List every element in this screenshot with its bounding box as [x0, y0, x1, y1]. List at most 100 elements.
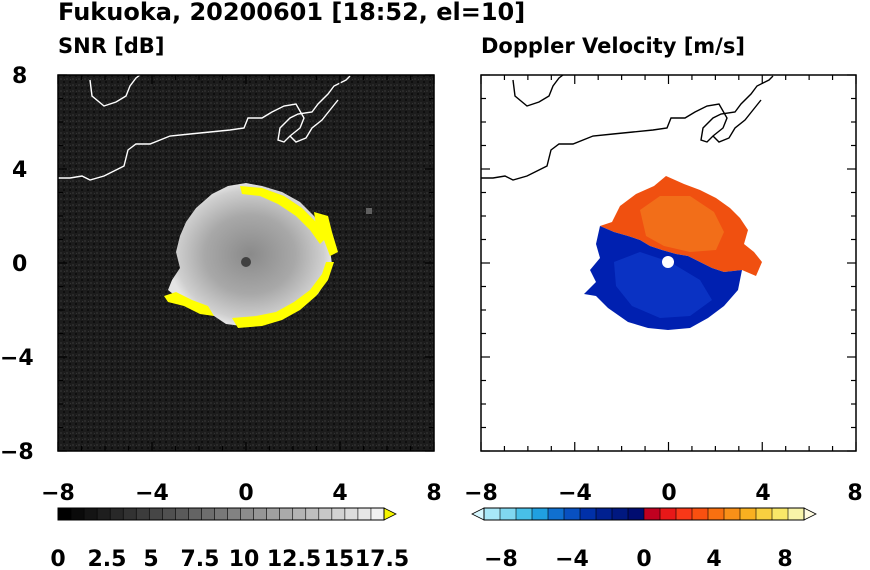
doppler-colorbar-tick-labels: −8 −4 0 4 8	[484, 547, 793, 570]
snr-colorbar-segment	[135, 507, 150, 521]
doppler-colorbar-segment	[707, 507, 725, 521]
snr-colorbar	[57, 507, 397, 521]
snr-panel	[57, 74, 435, 452]
snr-colorbar-segment	[83, 507, 98, 521]
snr-ytick-labels: 8 4 0 −4 −8	[0, 64, 34, 465]
snr-cb-tick-label: 15	[324, 547, 355, 570]
snr-colorbar-segment	[344, 507, 359, 521]
snr-colorbar-segment	[148, 507, 163, 521]
snr-cb-tick-label: 10	[229, 547, 260, 570]
snr-colorbar-segment	[266, 507, 281, 521]
doppler-receding-core	[640, 196, 724, 252]
snr-xtick-label: −8	[41, 481, 75, 506]
snr-cb-tick-label: 2.5	[88, 547, 127, 570]
snr-colorbar-segment	[57, 507, 72, 521]
snr-xtick-label: −4	[135, 481, 169, 506]
doppler-cb-tick-label: 8	[777, 547, 792, 570]
doppler-cb-tick-label: 4	[706, 547, 721, 570]
doppler-colorbar-segment	[579, 507, 597, 521]
doppler-colorbar-segment	[643, 507, 661, 521]
snr-colorbar-segment	[109, 507, 124, 521]
doppler-cb-tick-label: −8	[484, 547, 518, 570]
snr-saturated-ring-southeast	[232, 262, 334, 328]
snr-colorbar-segment	[318, 507, 333, 521]
snr-ytick-label: −8	[0, 440, 34, 465]
snr-saturated-ring-southwest	[164, 292, 214, 316]
doppler-xtick-labels: −8 −4 0 4 8	[464, 481, 863, 506]
snr-saturated-ring-north	[240, 186, 326, 244]
doppler-colorbar-segment	[531, 507, 549, 521]
doppler-colorbar-segment	[659, 507, 677, 521]
doppler-colorbar-segment	[627, 507, 645, 521]
snr-cb-tick-label: 5	[143, 547, 158, 570]
doppler-colorbar-segment	[739, 507, 757, 521]
doppler-xtick-label: −4	[558, 481, 592, 506]
doppler-xtick-label: 8	[847, 481, 862, 506]
snr-coastline	[58, 75, 351, 181]
doppler-colorbar-segment	[691, 507, 709, 521]
snr-cb-tick-label: 0	[50, 547, 65, 570]
doppler-colorbar-segment	[483, 507, 501, 521]
snr-echo-region	[168, 183, 332, 326]
snr-colorbar-segment	[357, 507, 372, 521]
snr-colorbar-segment	[214, 507, 229, 521]
snr-colorbar-segment	[162, 507, 176, 521]
snr-echo-field	[58, 75, 372, 328]
snr-colorbar-segment	[175, 507, 190, 521]
snr-colorbar-over-extension	[383, 507, 397, 521]
snr-colorbar-tick-labels: 0 2.5 5 7.5 10 12.5 15 17.5	[50, 547, 409, 570]
doppler-colorbar-segment	[787, 507, 805, 521]
snr-colorbar-segment	[240, 507, 255, 521]
snr-ytick-label: 8	[12, 64, 27, 89]
snr-isolated-echo	[366, 208, 372, 214]
doppler-radar-site	[662, 256, 674, 268]
snr-ytick-label: 4	[12, 158, 27, 183]
snr-colorbar-segment	[188, 507, 203, 521]
doppler-colorbar-segment	[499, 507, 517, 521]
doppler-axis-ticks	[480, 74, 857, 452]
doppler-colorbar-segment	[723, 507, 741, 521]
snr-colorbar-segment	[201, 507, 216, 521]
doppler-colorbar	[471, 507, 817, 521]
snr-colorbar-segment	[279, 507, 294, 521]
doppler-approaching-core	[614, 252, 712, 318]
snr-radar-site	[241, 257, 251, 267]
doppler-colorbar-segment	[771, 507, 789, 521]
doppler-colorbar-under-extension	[471, 507, 485, 521]
snr-colorbar-segment	[70, 507, 85, 521]
doppler-colorbar-segment	[755, 507, 773, 521]
doppler-colorbar-segment	[547, 507, 565, 521]
doppler-cb-tick-label: −4	[555, 547, 589, 570]
snr-ytick-label: −4	[0, 346, 34, 371]
snr-colorbar-segment	[370, 507, 385, 521]
doppler-colorbar-segment	[563, 507, 581, 521]
doppler-coastline	[481, 75, 774, 181]
doppler-xtick-label: −8	[464, 481, 498, 506]
doppler-colorbar-segment	[595, 507, 613, 521]
doppler-colorbar-segment	[515, 507, 533, 521]
doppler-echo-field	[481, 75, 774, 330]
snr-cb-tick-label: 17.5	[355, 547, 409, 570]
snr-colorbar-outline	[57, 507, 385, 521]
snr-colorbar-segment	[331, 507, 346, 521]
snr-colorbar-segment	[227, 507, 242, 521]
doppler-cb-tick-label: 0	[636, 547, 651, 570]
snr-panel-title: SNR [dB]	[58, 34, 165, 58]
doppler-colorbar-over-extension	[803, 507, 817, 521]
doppler-xtick-label: 4	[755, 481, 770, 506]
snr-axis-ticks	[57, 74, 435, 452]
snr-colorbar-segment	[122, 507, 137, 521]
figure-title: Fukuoka, 20200601 [18:52, el=10]	[58, 0, 526, 26]
snr-xtick-labels: −8 −4 0 4 8	[41, 481, 442, 506]
doppler-colorbar-outline	[483, 507, 805, 521]
snr-xtick-label: 8	[426, 481, 441, 506]
snr-saturated-ring-east	[314, 212, 338, 256]
snr-colorbar-segment	[292, 507, 307, 521]
snr-colorbar-segment	[96, 507, 111, 521]
snr-cb-tick-label: 7.5	[181, 547, 220, 570]
snr-ytick-label: 0	[12, 252, 27, 277]
snr-colorbar-segment	[253, 507, 268, 521]
doppler-panel-title: Doppler Velocity [m/s]	[481, 34, 745, 58]
doppler-colorbar-segment	[675, 507, 693, 521]
